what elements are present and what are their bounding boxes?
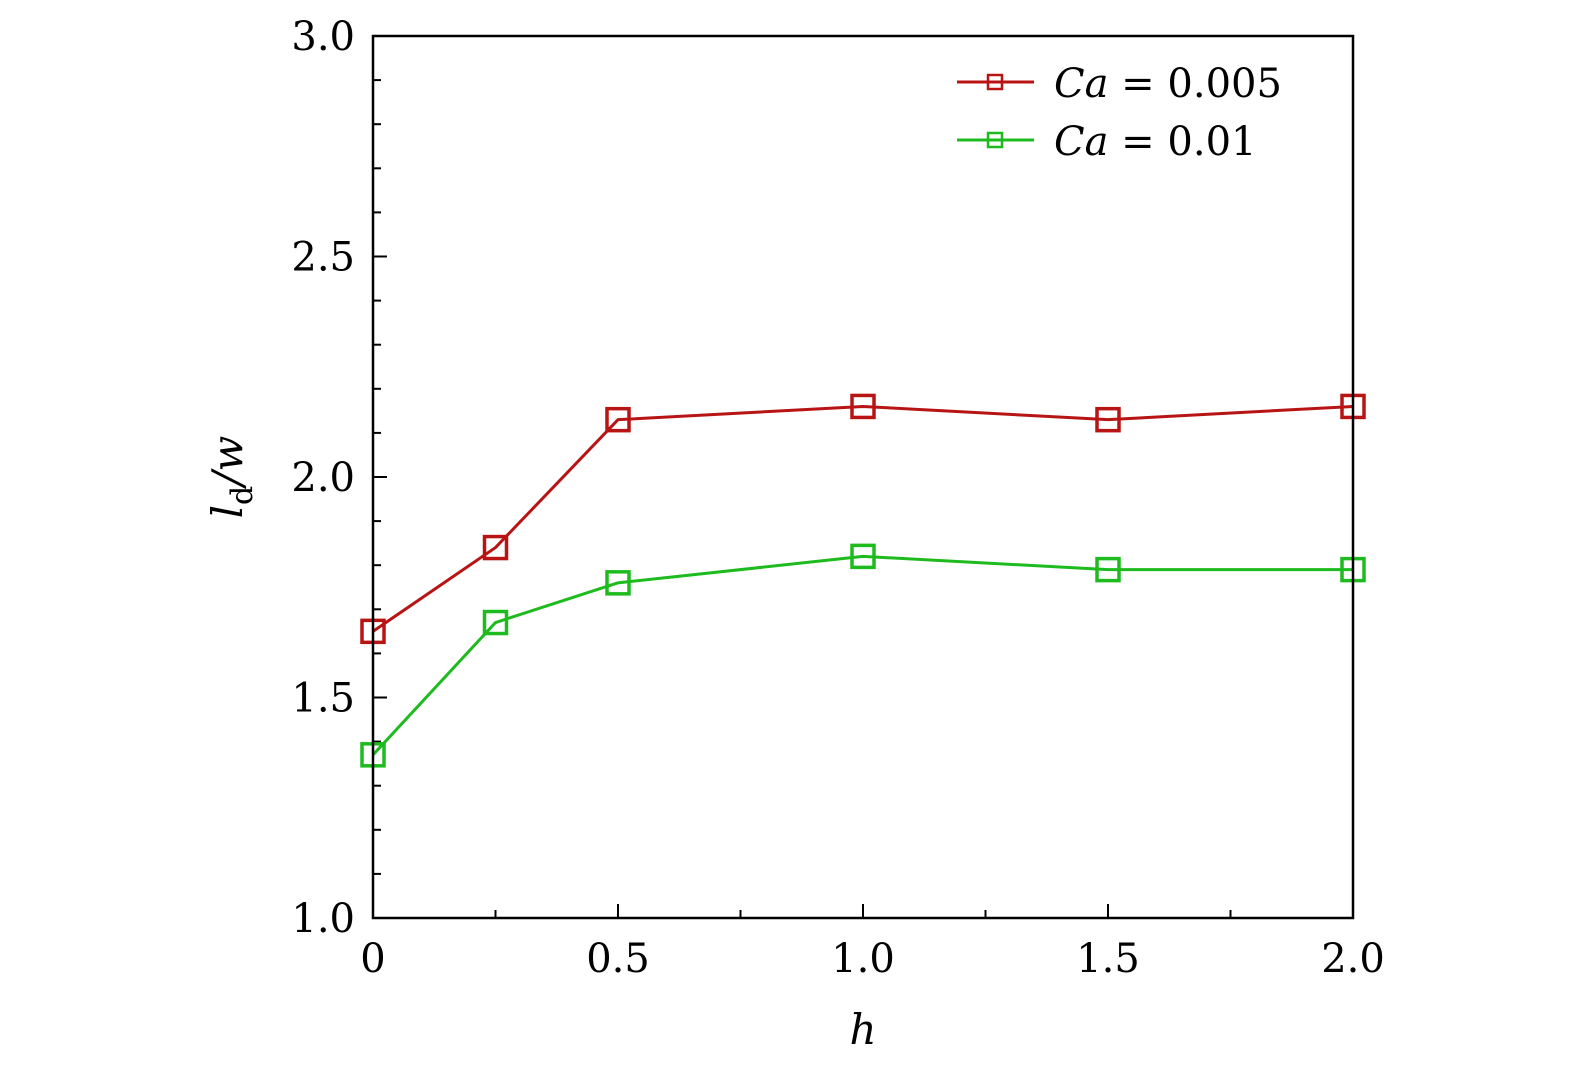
y-axis-title: ld/w xyxy=(203,436,260,519)
x-axis-title: h xyxy=(849,1005,876,1054)
y-axis-title-rest: /w xyxy=(203,436,252,490)
series-1-line xyxy=(371,554,1353,756)
y-tick-label-2: 2.0 xyxy=(291,455,355,501)
series-0-point-1 xyxy=(482,534,509,561)
y-tick-label-0: 1.0 xyxy=(291,896,355,942)
series-1-point-4 xyxy=(1095,556,1121,583)
y-tick-label-4: 3.0 xyxy=(291,14,355,60)
series-0-point-2 xyxy=(605,406,631,433)
y-axis-title-main: l xyxy=(203,505,252,518)
plot-frame xyxy=(371,34,1355,920)
legend-label-var-1: Ca xyxy=(1054,119,1108,165)
legend-label-value-0: = 0.005 xyxy=(1108,61,1281,107)
legend-marker-0 xyxy=(986,73,1004,91)
legend-label-var-0: Ca xyxy=(1054,61,1108,107)
series-1-point-1 xyxy=(482,609,509,636)
series-0-point-3 xyxy=(850,393,876,420)
series-0-point-4 xyxy=(1095,406,1121,433)
x-tick-label-3: 1.5 xyxy=(1076,936,1140,982)
series-1-point-2 xyxy=(605,570,631,596)
x-tick-label-4: 2.0 xyxy=(1321,936,1385,982)
legend-label-1: Ca = 0.01 xyxy=(1054,119,1256,165)
y-axis-title-sub: d xyxy=(225,486,260,505)
legend-marker-1 xyxy=(986,131,1004,149)
legend-label-value-1: = 0.01 xyxy=(1108,119,1256,165)
tick-labels: 0 0.5 1.0 1.5 2.0 1.0 1.5 2.0 2.5 3.0 xyxy=(291,14,1384,982)
x-tick-label-0: 0 xyxy=(360,936,385,982)
x-tick-label-1: 0.5 xyxy=(586,936,650,982)
series-0 xyxy=(360,393,1366,645)
series-0-line xyxy=(372,404,1354,633)
x-tick-label-2: 1.0 xyxy=(831,936,895,982)
series-1 xyxy=(360,543,1366,768)
y-tick-label-1: 1.5 xyxy=(291,676,355,722)
legend-label-0: Ca = 0.005 xyxy=(1054,61,1282,107)
series-layer xyxy=(360,393,1366,768)
y-tick-label-3: 2.5 xyxy=(291,235,355,281)
axis-ticks xyxy=(372,35,1354,919)
series-1-point-3 xyxy=(850,543,876,570)
